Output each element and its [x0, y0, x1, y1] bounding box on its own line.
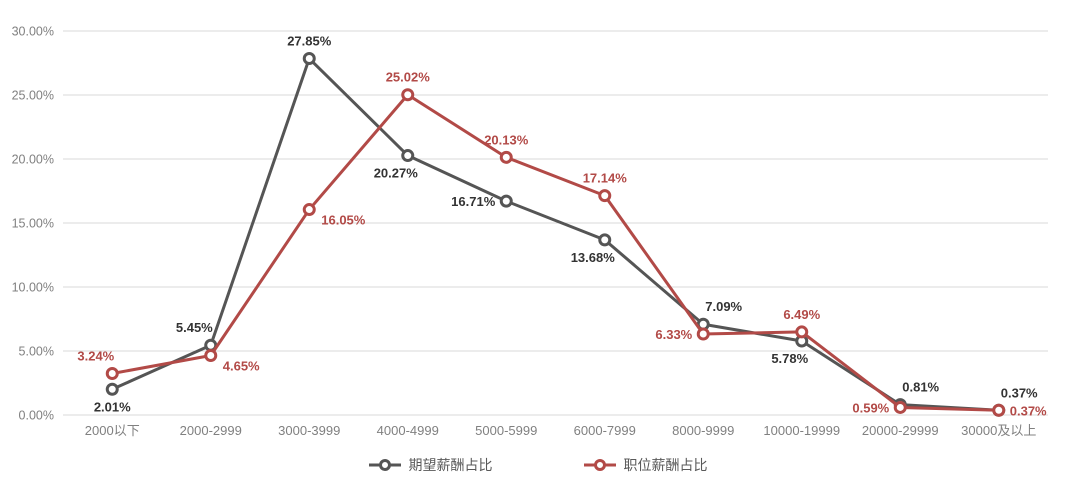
data-point-label: 16.71% [451, 194, 496, 209]
data-point-label: 3.24% [77, 349, 114, 364]
y-axis-tick-label: 15.00% [12, 217, 54, 231]
x-axis-category-label: 4000-4999 [377, 423, 439, 438]
data-point-label: 27.85% [287, 34, 332, 49]
chart-legend: 期望薪酬占比 职位薪酬占比 [0, 455, 1075, 475]
data-point-label: 7.09% [705, 299, 742, 314]
legend-item-1[interactable]: 职位薪酬占比 [583, 455, 708, 475]
x-axis-category-label: 2000以下 [85, 423, 140, 438]
data-point-label: 0.81% [902, 380, 939, 395]
x-axis-category-label: 10000-19999 [763, 423, 840, 438]
data-point-label: 4.65% [223, 358, 260, 373]
x-axis-category-label: 3000-3999 [278, 423, 340, 438]
data-point-marker[interactable] [302, 52, 316, 66]
x-axis-category-label: 2000-2999 [180, 423, 242, 438]
legend-line-marker-icon [583, 459, 616, 471]
x-axis-category-label: 6000-7999 [574, 423, 636, 438]
x-axis-category-label: 8000-9999 [672, 423, 734, 438]
data-point-label: 6.33% [655, 327, 692, 342]
y-axis-tick-label: 0.00% [19, 409, 54, 423]
y-axis-tick-label: 30.00% [12, 25, 54, 39]
data-point-marker[interactable] [302, 203, 316, 217]
data-point-marker[interactable] [598, 233, 612, 247]
y-axis-tick-label: 20.00% [12, 153, 54, 167]
data-point-marker[interactable] [499, 194, 513, 208]
legend-label: 期望薪酬占比 [408, 457, 493, 473]
data-point-label: 17.14% [583, 171, 628, 186]
data-point-marker[interactable] [499, 150, 513, 164]
data-point-marker[interactable] [401, 88, 415, 102]
legend-line-marker-icon [368, 459, 401, 471]
data-point-label: 0.59% [852, 400, 889, 415]
data-point-label: 25.02% [386, 70, 431, 85]
data-point-label: 13.68% [571, 250, 616, 265]
data-point-marker[interactable] [992, 403, 1006, 417]
data-point-marker[interactable] [795, 325, 809, 339]
data-point-marker[interactable] [893, 400, 907, 414]
x-axis-category-label: 30000及以上 [961, 423, 1036, 438]
data-point-marker[interactable] [401, 149, 415, 163]
x-axis-category-label: 20000-29999 [862, 423, 939, 438]
series-line-0 [110, 57, 1001, 412]
data-point-label: 16.05% [321, 213, 366, 228]
legend-item-0[interactable]: 期望薪酬占比 [368, 455, 493, 475]
y-axis-tick-label: 25.00% [12, 89, 54, 103]
series-line-1 [110, 93, 1001, 412]
data-point-label: 20.27% [374, 166, 419, 181]
data-point-marker[interactable] [105, 367, 119, 381]
data-point-marker[interactable] [105, 382, 119, 396]
legend-label: 职位薪酬占比 [623, 457, 708, 473]
x-axis-category-label: 5000-5999 [475, 423, 537, 438]
data-point-label: 2.01% [94, 399, 131, 414]
data-point-label: 20.13% [484, 132, 529, 147]
y-axis-tick-label: 5.00% [19, 345, 54, 359]
data-point-label: 0.37% [1001, 385, 1038, 400]
data-point-label: 0.37% [1010, 403, 1047, 418]
data-point-marker[interactable] [204, 348, 218, 362]
data-point-label: 5.78% [771, 351, 808, 366]
data-point-marker[interactable] [696, 327, 710, 341]
data-point-label: 6.49% [783, 307, 820, 322]
y-axis-tick-label: 10.00% [12, 281, 54, 295]
data-point-marker[interactable] [598, 189, 612, 203]
data-point-label: 5.45% [176, 320, 213, 335]
